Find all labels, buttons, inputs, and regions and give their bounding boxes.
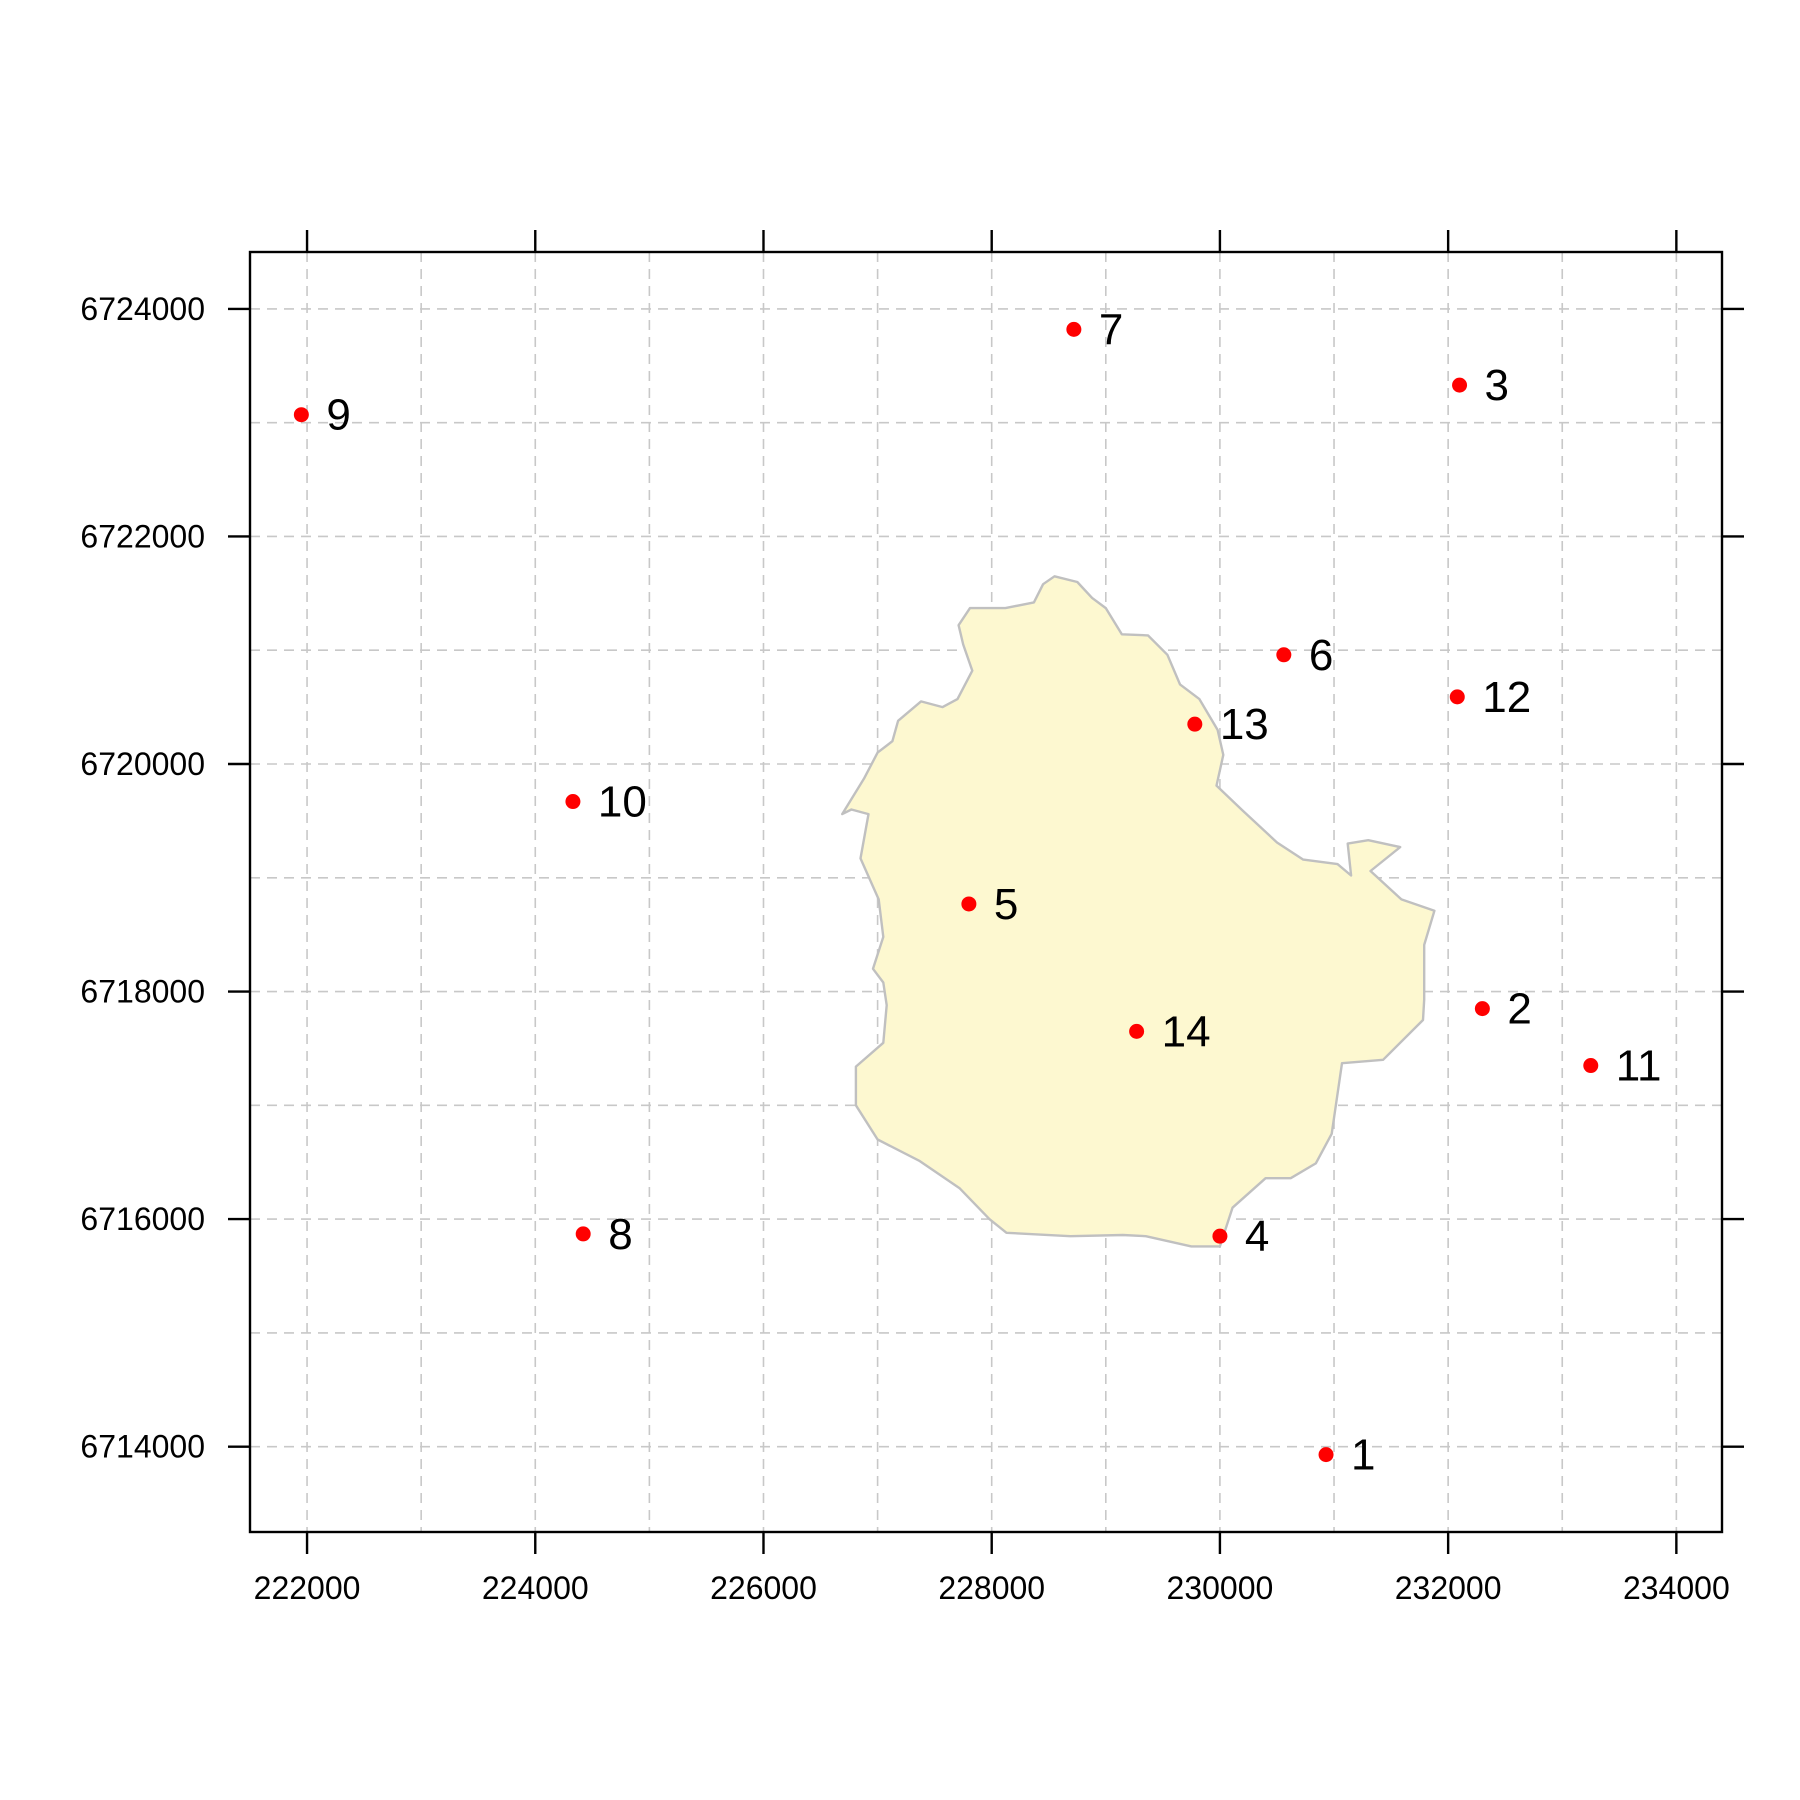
y-tick-label: 6714000 (80, 1429, 205, 1465)
point-marker-9 (293, 407, 309, 423)
point-label-4: 4 (1245, 1212, 1269, 1261)
x-tick-label: 228000 (938, 1570, 1045, 1606)
y-tick-label: 6718000 (80, 974, 205, 1010)
point-marker-7 (1066, 321, 1082, 337)
x-tick-label: 234000 (1623, 1570, 1730, 1606)
point-marker-3 (1452, 377, 1468, 393)
point-label-2: 2 (1507, 985, 1531, 1034)
axis-layer: 222000 224000 226000 228000 230000 232000 2340… (80, 230, 1744, 1606)
x-tick-label: 226000 (710, 1570, 817, 1606)
x-tick-label: 224000 (482, 1570, 589, 1606)
x-tick-label: 222000 (254, 1570, 361, 1606)
y-tick-label: 6724000 (80, 291, 205, 327)
region-polygon (841, 575, 1436, 1248)
point-marker-12 (1449, 689, 1465, 705)
point-marker-10 (565, 794, 581, 810)
point-marker-5 (961, 896, 977, 912)
point-marker-6 (1276, 647, 1292, 663)
point-marker-13 (1187, 716, 1203, 732)
point-label-9: 9 (326, 391, 350, 440)
y-tick-label: 6722000 (80, 518, 205, 554)
point-label-6: 6 (1309, 631, 1333, 680)
plot-frame (248, 250, 1724, 1534)
point-marker-4 (1212, 1228, 1228, 1244)
y-tick-label: 6720000 (80, 746, 205, 782)
point-label-11: 11 (1616, 1042, 1662, 1091)
x-tick-label: 230000 (1167, 1570, 1274, 1606)
point-label-3: 3 (1485, 361, 1509, 410)
point-marker-1 (1318, 1447, 1334, 1463)
grid-layer (250, 252, 1722, 1532)
point-marker-8 (575, 1226, 591, 1242)
point-label-1: 1 (1351, 1431, 1375, 1480)
point-label-5: 5 (994, 880, 1018, 929)
point-marker-11 (1583, 1058, 1599, 1074)
point-label-10: 10 (598, 778, 647, 827)
region-layer (841, 575, 1436, 1248)
x-tick-label: 232000 (1395, 1570, 1502, 1606)
point-label-7: 7 (1099, 305, 1123, 354)
y-tick-label: 6716000 (80, 1201, 205, 1237)
point-label-13: 13 (1220, 700, 1269, 749)
point-label-14: 14 (1162, 1007, 1211, 1056)
point-marker-2 (1474, 1001, 1490, 1017)
point-marker-14 (1129, 1023, 1145, 1039)
point-label-8: 8 (608, 1210, 632, 1259)
point-label-12: 12 (1482, 673, 1531, 722)
